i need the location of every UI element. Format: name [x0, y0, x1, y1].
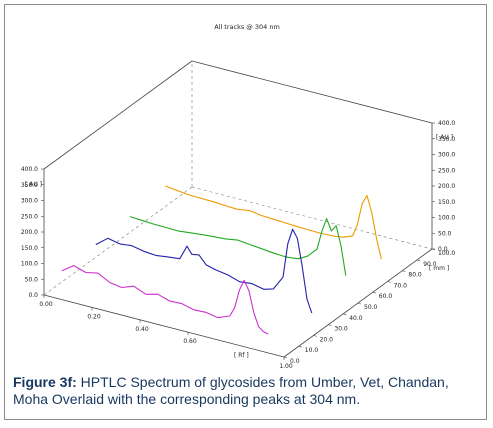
z-tick-mark — [402, 270, 406, 272]
y-tick-label: 100.0 — [21, 261, 38, 268]
left-bottom-edge — [43, 186, 193, 296]
z-tick-label: 60.0 — [379, 293, 393, 300]
z-tick-label: 80.0 — [408, 272, 422, 279]
z-tick-mark — [357, 302, 362, 305]
z-tick-label: 50.0 — [364, 304, 378, 311]
z-tick-mark — [283, 356, 288, 359]
z-tick-label: 40.0 — [349, 315, 363, 322]
y-axis-ticks: 0.0 50.0 100.0 150.0 200.0 250.0 300.0 350.0 400… — [21, 166, 44, 299]
y-tick-label: 350.0 — [21, 182, 38, 189]
z-tick-mark — [387, 281, 391, 283]
z-tick-mark — [328, 324, 332, 326]
z-tick-mark — [313, 335, 317, 337]
right-tick-label: 50.0 — [438, 230, 452, 237]
z-tick-mark — [298, 345, 302, 348]
z-tick-label: 90.0 — [423, 261, 437, 268]
right-tick-label: 400.0 — [438, 120, 455, 127]
right-tick-label: 350.0 — [438, 136, 455, 143]
right-tick-label: 250.0 — [438, 167, 455, 174]
chart-title: All tracks @ 304 nm — [214, 23, 280, 31]
right-axis-label: [ AU ] — [436, 134, 453, 141]
y-tick-label: 200.0 — [21, 229, 38, 236]
right-tick-label: 200.0 — [438, 183, 455, 190]
front-bottom-edge — [43, 294, 285, 358]
series-group — [61, 185, 382, 335]
series-line — [95, 228, 313, 314]
y-axis-label: [ AU ] — [25, 181, 42, 188]
series-line — [61, 265, 269, 335]
x-tick-label: 0.60 — [183, 338, 197, 345]
z-axis-ticks: 0.0 10.020.030.040.050.060.070.080.090.01… — [283, 248, 455, 365]
right-axis-ticks: 0.0 50.0 100.0 150.0 200.0 250.0 300.0 350.0 400… — [432, 120, 455, 253]
z-tick-mark — [343, 313, 347, 316]
back-top-edge — [191, 60, 433, 124]
z-tick-mark — [372, 291, 376, 294]
back-bottom-edge — [191, 186, 433, 250]
x-axis-ticks: 0.00 0.20 0.40 0.60 1.00 — [39, 295, 293, 370]
series-line — [165, 185, 382, 260]
y-tick-label: 0.0 — [28, 292, 38, 299]
z-tick-label: 0.0 — [290, 358, 300, 365]
right-tick-label: 100.0 — [438, 215, 455, 222]
y-tick-label: 50.0 — [25, 276, 39, 283]
left-top-edge — [43, 60, 193, 170]
right-tick-label: 300.0 — [438, 152, 455, 159]
x-tick-label: 0.40 — [135, 326, 149, 333]
figure-caption: Figure 3f: HPTLC Spectrum of glycosides … — [13, 374, 483, 408]
z-tick-label: 20.0 — [320, 336, 334, 343]
y-tick-label: 150.0 — [21, 245, 38, 252]
caption-label: Figure 3f: — [13, 374, 77, 390]
series-line — [129, 216, 347, 276]
z-tick-label: 10.0 — [305, 347, 319, 354]
z-axis-label: [ mm ] — [429, 265, 449, 272]
y-tick-label: 300.0 — [21, 198, 38, 205]
right-tick-label: 150.0 — [438, 199, 455, 206]
caption-text: HPTLC Spectrum of glycosides from Umber,… — [13, 374, 449, 407]
z-tick-label: 100.0 — [438, 250, 455, 257]
chart-box — [43, 60, 433, 358]
z-tick-label: 30.0 — [334, 326, 348, 333]
z-tick-mark — [431, 248, 436, 251]
x-tick-label: 1.00 — [279, 363, 293, 370]
z-tick-label: 70.0 — [394, 282, 408, 289]
right-tick-label: 0.0 — [438, 246, 448, 253]
y-tick-label: 400.0 — [21, 166, 38, 173]
y-tick-label: 250.0 — [21, 213, 38, 220]
x-tick-label: 0.20 — [87, 313, 101, 320]
figure-frame — [4, 4, 487, 420]
x-tick-label: 0.00 — [39, 301, 53, 308]
z-tick-mark — [417, 259, 421, 262]
x-axis-label: [ Rf ] — [234, 352, 249, 359]
